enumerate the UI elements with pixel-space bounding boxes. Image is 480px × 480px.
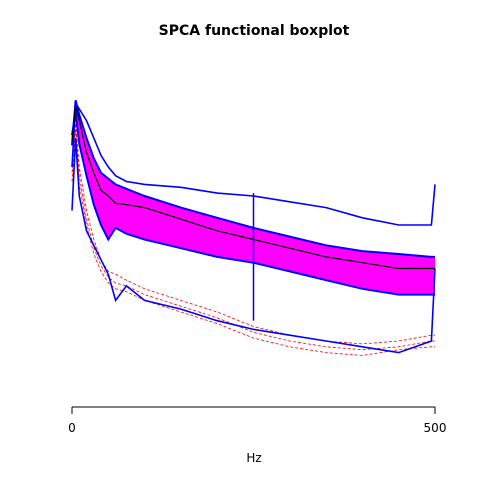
upper-whisker-line <box>71 100 436 226</box>
outlier-curve-2 <box>71 123 435 351</box>
x-tick-label-0: 0 <box>68 421 76 435</box>
x-axis-label: Hz <box>246 451 261 465</box>
x-tick-label-500: 500 <box>424 421 447 435</box>
chart-title: SPCA functional boxplot <box>159 23 350 39</box>
x-axis: 0 500 <box>68 406 447 435</box>
plot-area <box>71 100 436 356</box>
outlier-curve-1 <box>71 120 435 345</box>
median-curve <box>71 105 435 270</box>
lower-whisker-line <box>71 137 436 354</box>
central-region-upper-border <box>71 100 435 258</box>
central-region-lower-border <box>71 111 435 296</box>
